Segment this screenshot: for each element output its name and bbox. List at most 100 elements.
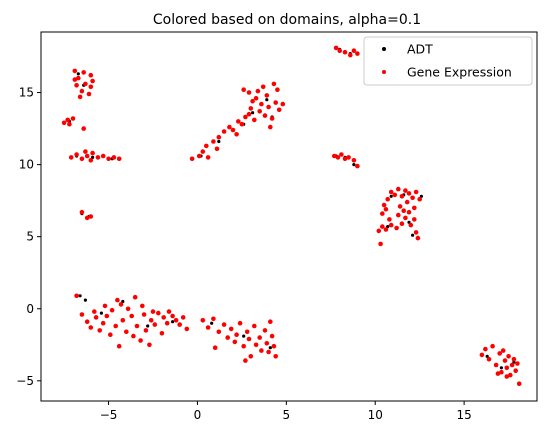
point-gene-expression bbox=[93, 315, 99, 320]
point-gene-expression bbox=[109, 307, 115, 313]
point-gene-expression bbox=[351, 158, 357, 163]
point-gene-expression bbox=[65, 117, 70, 123]
point-gene-expression bbox=[90, 78, 95, 84]
point-gene-expression bbox=[111, 155, 117, 160]
point-gene-expression bbox=[271, 81, 277, 87]
y-axis: −5 0 5 10 15 bbox=[16, 86, 41, 388]
point-gene-expression bbox=[221, 322, 227, 327]
point-gene-expression bbox=[243, 114, 248, 120]
point-gene-expression bbox=[152, 322, 158, 327]
point-gene-expression bbox=[138, 338, 143, 343]
point-adt bbox=[83, 298, 87, 302]
point-gene-expression bbox=[262, 328, 268, 333]
point-gene-expression bbox=[260, 84, 266, 90]
x-tick-label: 10 bbox=[368, 408, 383, 422]
point-gene-expression bbox=[88, 325, 94, 330]
point-gene-expression bbox=[118, 302, 124, 307]
point-gene-expression bbox=[415, 235, 421, 241]
point-gene-expression bbox=[97, 328, 102, 333]
point-gene-expression bbox=[268, 319, 273, 325]
point-gene-expression bbox=[148, 318, 154, 323]
point-gene-expression bbox=[406, 209, 412, 215]
point-gene-expression bbox=[255, 88, 261, 94]
point-gene-expression bbox=[234, 332, 239, 338]
point-gene-expression bbox=[116, 343, 122, 349]
point-gene-expression bbox=[399, 194, 405, 199]
point-gene-expression bbox=[252, 323, 257, 329]
point-gene-expression bbox=[266, 349, 271, 355]
point-gene-expression bbox=[214, 146, 220, 152]
point-gene-expression bbox=[252, 117, 257, 123]
point-gene-expression bbox=[248, 106, 254, 111]
point-gene-expression bbox=[497, 351, 503, 356]
point-gene-expression bbox=[129, 313, 134, 319]
y-tick-label: 5 bbox=[26, 230, 34, 244]
point-gene-expression bbox=[502, 358, 508, 363]
plot-points bbox=[61, 45, 522, 387]
point-gene-expression bbox=[516, 381, 522, 387]
point-gene-expression bbox=[351, 48, 357, 53]
point-gene-expression bbox=[102, 303, 108, 309]
point-gene-expression bbox=[479, 352, 485, 358]
point-gene-expression bbox=[84, 319, 90, 325]
point-gene-expression bbox=[380, 224, 385, 229]
point-gene-expression bbox=[74, 152, 79, 157]
point-gene-expression bbox=[269, 116, 275, 121]
point-gene-expression bbox=[253, 342, 259, 348]
point-gene-expression bbox=[410, 195, 415, 201]
point-gene-expression bbox=[275, 87, 280, 92]
point-gene-expression bbox=[259, 348, 264, 353]
point-gene-expression bbox=[74, 83, 79, 88]
point-gene-expression bbox=[88, 72, 94, 78]
point-gene-expression bbox=[396, 212, 401, 218]
point-gene-expression bbox=[333, 45, 339, 51]
point-gene-expression bbox=[486, 356, 492, 362]
point-gene-expression bbox=[221, 129, 227, 134]
point-gene-expression bbox=[125, 306, 131, 312]
chart-title: Colored based on domains, alpha=0.1 bbox=[153, 12, 421, 28]
point-gene-expression bbox=[124, 329, 129, 335]
x-tick-label: 5 bbox=[283, 408, 291, 422]
y-tick-label: 10 bbox=[19, 158, 34, 172]
point-gene-expression bbox=[84, 153, 90, 159]
legend-label-gene-expression: Gene Expression bbox=[407, 65, 512, 80]
point-gene-expression bbox=[205, 325, 211, 330]
point-gene-expression bbox=[156, 310, 161, 316]
point-gene-expression bbox=[493, 362, 499, 368]
point-gene-expression bbox=[225, 335, 230, 340]
point-gene-expression bbox=[92, 309, 97, 314]
point-gene-expression bbox=[216, 134, 222, 140]
point-gene-expression bbox=[337, 48, 343, 53]
legend-marker-adt bbox=[382, 47, 386, 51]
point-gene-expression bbox=[490, 343, 495, 349]
point-gene-expression bbox=[212, 345, 218, 351]
point-gene-expression bbox=[399, 221, 405, 226]
point-gene-expression bbox=[276, 107, 282, 113]
point-adt bbox=[91, 155, 95, 159]
point-gene-expression bbox=[266, 104, 271, 110]
point-adt bbox=[76, 72, 80, 76]
x-axis: −5 0 5 10 15 bbox=[100, 401, 472, 422]
point-gene-expression bbox=[134, 323, 140, 329]
point-gene-expression bbox=[394, 225, 399, 231]
point-gene-expression bbox=[76, 75, 81, 81]
point-gene-expression bbox=[211, 316, 216, 322]
point-gene-expression bbox=[132, 294, 138, 300]
point-gene-expression bbox=[161, 315, 166, 320]
plot-frame bbox=[40, 31, 538, 402]
point-adt bbox=[146, 324, 150, 328]
point-gene-expression bbox=[79, 88, 85, 94]
point-gene-expression bbox=[280, 101, 286, 107]
point-gene-expression bbox=[113, 323, 118, 329]
point-gene-expression bbox=[342, 156, 348, 162]
x-tick-label: 0 bbox=[194, 408, 202, 422]
point-gene-expression bbox=[72, 77, 78, 82]
point-gene-expression bbox=[264, 93, 270, 98]
point-gene-expression bbox=[81, 70, 86, 75]
point-gene-expression bbox=[77, 94, 83, 100]
y-tick-label: −5 bbox=[16, 374, 34, 388]
point-gene-expression bbox=[404, 199, 410, 205]
point-gene-expression bbox=[381, 202, 387, 208]
point-gene-expression bbox=[253, 96, 259, 101]
point-gene-expression bbox=[232, 339, 238, 345]
